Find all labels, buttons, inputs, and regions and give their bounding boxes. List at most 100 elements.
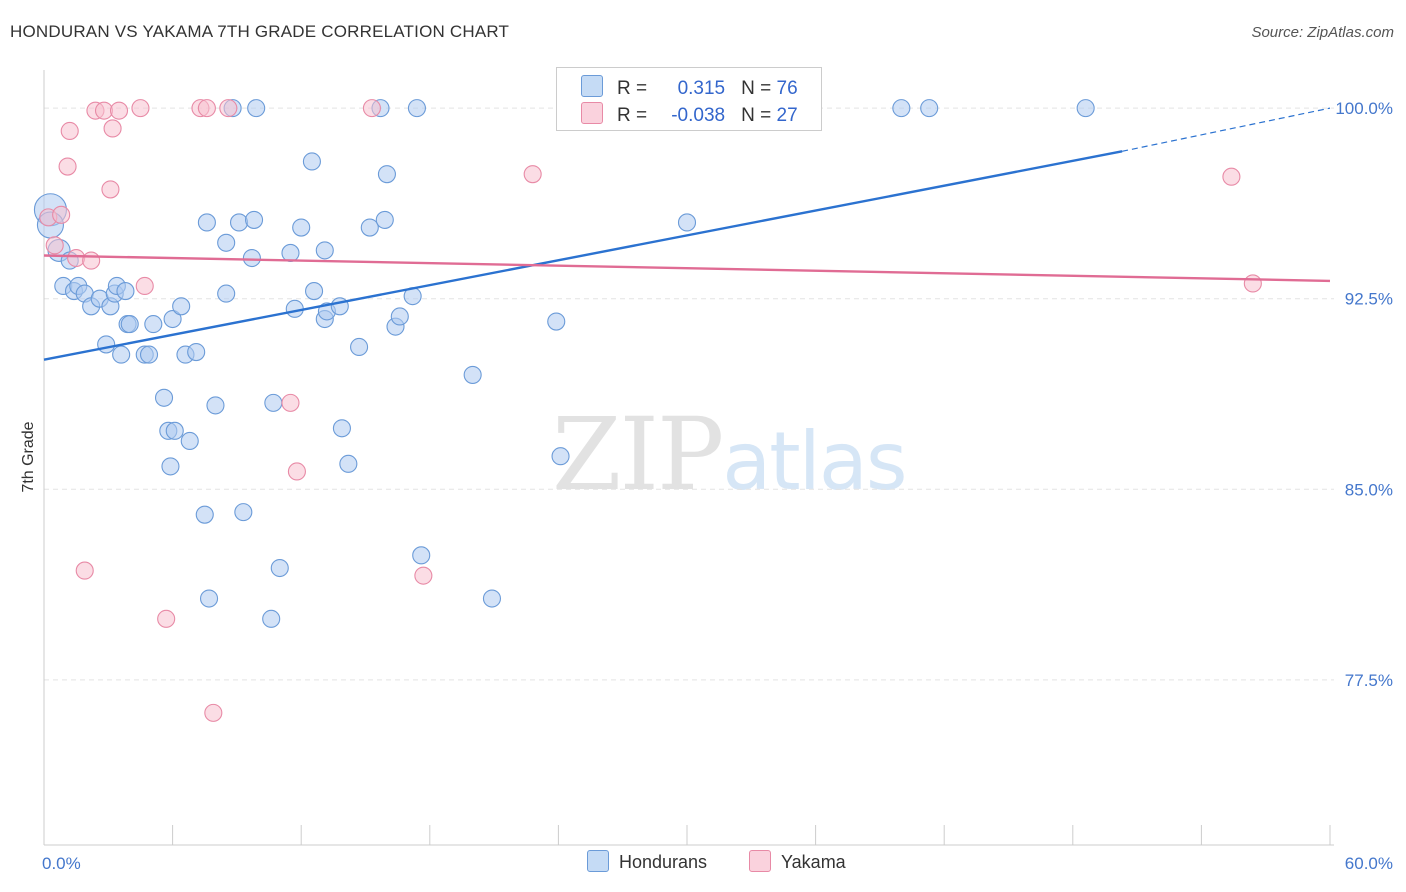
chart-title: HONDURAN VS YAKAMA 7TH GRADE CORRELATION… [10, 22, 510, 41]
point-hondurans [551, 447, 570, 466]
bottom-legend-hondurans: Hondurans [587, 850, 707, 873]
point-yakama [52, 205, 71, 224]
point-yakama [131, 99, 150, 118]
legend-r-label: R = [617, 78, 648, 99]
point-yakama [45, 236, 64, 255]
point-hondurans [302, 152, 321, 171]
legend-r-value: 0.315 [677, 78, 726, 99]
point-hondurans [375, 210, 394, 229]
point-yakama [1243, 274, 1262, 293]
x-tick-label: 60.0% [1345, 854, 1393, 873]
point-hondurans [281, 243, 300, 263]
legend-row-hondurans: R = 0.315 N = 76 [581, 75, 798, 99]
point-yakama [219, 99, 238, 118]
watermark: ZIPatlas [552, 396, 908, 513]
point-hondurans [195, 505, 214, 524]
legend-swatch-hondurans [581, 75, 603, 97]
point-hondurans [217, 284, 236, 303]
point-hondurans [350, 337, 369, 357]
point-hondurans [547, 312, 566, 331]
trend-line-extension-hondurans [1121, 107, 1331, 152]
point-hondurans [332, 419, 351, 438]
y-tick-label: 92.5% [1345, 290, 1393, 309]
point-hondurans [163, 309, 182, 329]
point-hondurans [247, 99, 266, 118]
point-hondurans [412, 546, 431, 565]
point-hondurans [139, 345, 159, 364]
point-hondurans [1076, 99, 1095, 118]
point-hondurans [112, 345, 131, 364]
x-tick-label: 0.0% [42, 854, 81, 873]
point-hondurans [242, 248, 261, 268]
point-hondurans [165, 421, 184, 440]
stats-legend: R = 0.315 N = 76 R = -0.038 N = 27 [556, 67, 822, 131]
point-hondurans [206, 396, 225, 415]
bottom-legend-swatch-hondurans [587, 850, 609, 872]
point-hondurans [360, 218, 379, 237]
point-yakama [94, 101, 114, 120]
legend-n-label: N = [741, 78, 772, 99]
point-yakama [197, 99, 216, 118]
point-hondurans [97, 335, 116, 354]
point-hondurans [377, 165, 396, 184]
point-yakama [287, 462, 306, 481]
point-hondurans [407, 99, 426, 118]
legend-r-label: R = [617, 105, 648, 126]
point-hondurans [262, 609, 281, 628]
point-yakama [67, 248, 86, 268]
point-yakama [1222, 167, 1241, 186]
point-yakama [60, 121, 79, 141]
point-hondurans [120, 315, 139, 334]
bottom-legend-yakama: Yakama [749, 850, 846, 873]
point-yakama [362, 99, 381, 118]
y-axis-label: 7th Grade [20, 421, 37, 492]
bottom-legend-label: Yakama [781, 852, 846, 872]
y-tick-label: 85.0% [1345, 480, 1393, 499]
point-hondurans [199, 589, 219, 608]
point-yakama [75, 561, 94, 580]
trend-line-yakama [43, 254, 1331, 283]
point-hondurans [187, 342, 206, 362]
point-yakama [523, 165, 542, 184]
point-hondurans [244, 210, 264, 229]
point-hondurans [180, 431, 199, 451]
point-hondurans [234, 503, 253, 522]
trend-line-hondurans [43, 150, 1123, 361]
bottom-legend-label: Hondurans [619, 852, 708, 872]
point-hondurans [463, 365, 482, 384]
point-yakama [135, 276, 154, 296]
point-yakama [101, 180, 120, 199]
point-hondurans [315, 241, 334, 260]
point-hondurans [264, 393, 283, 412]
point-yakama [204, 703, 223, 722]
legend-n-value: 76 [776, 78, 798, 99]
point-hondurans [229, 213, 249, 232]
point-yakama [82, 251, 101, 270]
point-hondurans [144, 315, 163, 334]
point-hondurans [172, 297, 191, 316]
legend-row-yakama: R = -0.038 N = 27 [581, 102, 798, 126]
legend-r-value: -0.038 [671, 105, 726, 126]
point-yakama [281, 393, 300, 412]
point-hondurans [270, 558, 289, 578]
legend-n-value: 27 [776, 105, 798, 126]
point-yakama [58, 157, 77, 176]
bottom-legend-swatch-yakama [749, 850, 771, 872]
point-hondurans [892, 99, 911, 118]
point-yakama [414, 566, 433, 585]
point-yakama [103, 119, 122, 138]
point-hondurans [292, 218, 311, 237]
point-hondurans [390, 307, 409, 326]
point-hondurans [161, 457, 180, 476]
point-hondurans [920, 99, 939, 118]
point-yakama [109, 101, 129, 120]
source-label: Source: ZipAtlas.com [1251, 24, 1394, 41]
point-hondurans [339, 454, 358, 473]
point-hondurans [154, 388, 174, 407]
point-hondurans [217, 233, 236, 252]
legend-swatch-yakama [581, 102, 603, 124]
y-tick-label: 77.5% [1345, 671, 1393, 690]
point-hondurans [197, 213, 216, 232]
y-tick-label: 100.0% [1335, 99, 1393, 118]
